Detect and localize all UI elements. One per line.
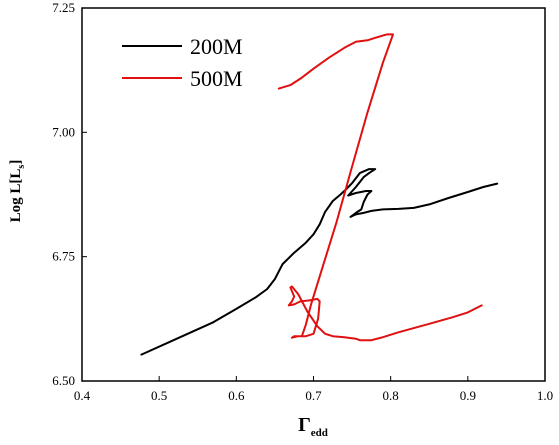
y-tick-label: 7.25 xyxy=(52,0,75,15)
legend-label-500M: 500M xyxy=(190,66,243,91)
x-axis-ticks: 0.4 0.5 0.6 0.7 0.8 0.9 1.0 xyxy=(74,376,553,403)
plot-frame xyxy=(81,7,546,382)
x-tick-label: 0.5 xyxy=(151,388,167,403)
y-axis-title-main: Log L[L xyxy=(8,169,24,223)
y-axis-title: Log L[Ls] xyxy=(8,160,27,223)
y-tick-label: 6.50 xyxy=(52,373,75,388)
x-axis-title-main: Γ xyxy=(298,414,311,436)
series-line-500M xyxy=(277,33,483,342)
y-axis-title-sub: s xyxy=(16,165,27,169)
x-axis-title-sub: edd xyxy=(311,427,328,439)
x-tick-label: 0.8 xyxy=(383,388,399,403)
x-tick-label: 0.6 xyxy=(228,388,245,403)
series-group xyxy=(140,33,499,356)
legend-label-200M: 200M xyxy=(190,34,243,59)
series-line-200M xyxy=(140,168,499,356)
y-tick-label: 7.00 xyxy=(52,124,75,139)
x-tick-label: 0.4 xyxy=(74,388,91,403)
x-tick-label: 1.0 xyxy=(537,388,553,403)
y-tick-label: 6.75 xyxy=(52,249,75,264)
x-tick-label: 0.7 xyxy=(305,388,322,403)
y-axis-ticks: 6.50 6.75 7.00 7.25 xyxy=(52,0,87,388)
legend: 200M 500M xyxy=(122,34,243,91)
x-axis-title: Γedd xyxy=(298,414,328,439)
x-tick-label: 0.9 xyxy=(460,388,476,403)
y-axis-title-close: ] xyxy=(8,160,24,165)
